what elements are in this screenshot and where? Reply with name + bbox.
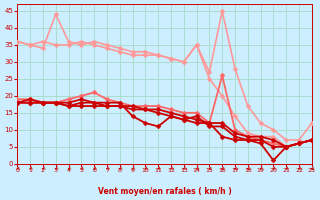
X-axis label: Vent moyen/en rafales ( km/h ): Vent moyen/en rafales ( km/h ) <box>98 187 231 196</box>
